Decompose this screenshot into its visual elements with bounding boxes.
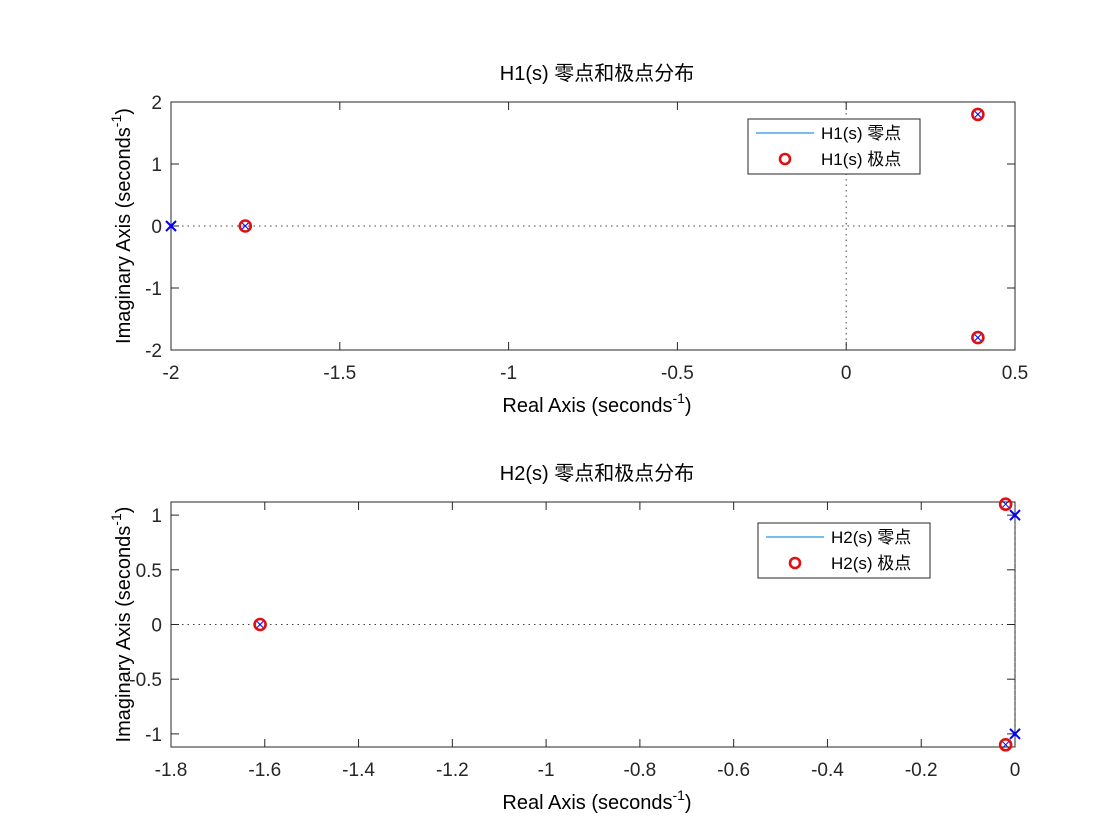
y-axis-label: Imaginary Axis (seconds-1)	[108, 507, 135, 743]
y-tick-label: 0	[151, 616, 162, 637]
x-tick-label: -1.5	[323, 363, 356, 384]
y-tick-label: 2	[151, 93, 162, 114]
subplot-2: -1.8 -1.6 -1.4 -1.2 -1 -0.8 -0.6 -0.4 -0.2 0 -1 -0.…	[108, 462, 1021, 814]
subplot-1: -2 -1.5 -1 -0.5 0 0.5 -2 -1 0 1 2 H1(s) 零点和极点分布 Real…	[108, 62, 1028, 417]
zero-marker	[165, 220, 177, 232]
x-tick-label: -1.4	[342, 760, 375, 781]
y-tick-label: 1	[151, 506, 162, 527]
y-tick-label: -1	[145, 725, 162, 746]
legend: H1(s) 零点 H1(s) 极点	[747, 118, 921, 175]
pole-marker	[998, 738, 1013, 752]
x-tick-label: -1	[500, 363, 517, 384]
x-tick-label: -1.6	[248, 760, 281, 781]
legend-entry: H2(s) 零点	[831, 528, 911, 547]
x-tick-label: 0.5	[1002, 363, 1028, 384]
zero-marker	[1009, 509, 1021, 521]
legend-marker	[788, 556, 802, 570]
y-tick-label: -2	[145, 341, 162, 362]
x-tick-label: -0.8	[624, 760, 657, 781]
x-tick-label: -0.2	[905, 760, 938, 781]
legend-marker	[778, 152, 792, 166]
x-tick-label: -1.2	[436, 760, 469, 781]
legend: H2(s) 零点 H2(s) 极点	[757, 522, 931, 579]
x-tick-label: -1	[538, 760, 555, 781]
y-tick-label: 0	[151, 217, 162, 238]
legend-entry: H1(s) 零点	[821, 124, 901, 143]
y-tick-label: -0.5	[129, 670, 162, 691]
x-axis-label: Real Axis (seconds-1)	[502, 390, 691, 417]
x-tick-label: 0	[1010, 760, 1021, 781]
chart-title: H2(s) 零点和极点分布	[500, 462, 694, 485]
x-tick-label: -0.4	[811, 760, 844, 781]
zero-marker	[1009, 728, 1021, 740]
pole-marker	[238, 219, 253, 233]
chart-title: H1(s) 零点和极点分布	[500, 62, 694, 85]
pole-marker	[253, 617, 267, 632]
y-tick-label: 1	[151, 155, 162, 176]
x-tick-label: -0.6	[717, 760, 750, 781]
legend-entry: H1(s) 极点	[821, 150, 901, 169]
x-tick-label: -0.5	[661, 363, 694, 384]
y-tick-label: 0.5	[136, 561, 162, 582]
x-tick-label: -2	[163, 363, 180, 384]
pole-marker	[998, 497, 1013, 511]
x-axis-label: Real Axis (seconds-1)	[502, 787, 691, 814]
y-tick-label: -1	[145, 279, 162, 300]
pole-marker	[971, 107, 985, 122]
y-axis-label: Imaginary Axis (seconds-1)	[108, 108, 135, 344]
x-tick-label: -1.8	[155, 760, 188, 781]
pole-marker	[971, 330, 985, 345]
legend-entry: H2(s) 极点	[831, 554, 911, 573]
x-tick-label: 0	[841, 363, 852, 384]
